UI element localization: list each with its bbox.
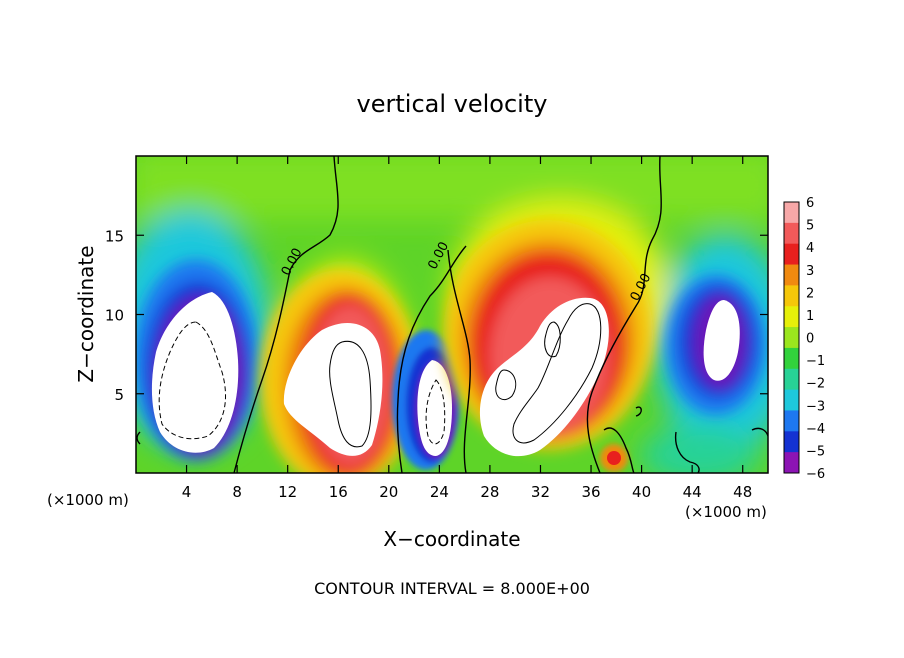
y-axis-label: Z−coordinate — [74, 245, 98, 382]
y-axis-ticks: 5 10 15 — [105, 227, 768, 404]
updraft-2-contour-inner — [544, 321, 561, 358]
colorbar-swatch — [784, 327, 799, 349]
upper-field-band — [136, 156, 768, 220]
zero-contour-4 — [447, 249, 471, 473]
left-dashed-contour — [158, 321, 226, 440]
colorbar-swatch — [784, 306, 799, 328]
zero-contour-3 — [586, 156, 662, 473]
colorbar-label: 3 — [806, 264, 814, 279]
left-downdraft-white-core — [151, 292, 239, 453]
colorbar-swatch — [784, 452, 799, 474]
x-tick-label: 8 — [232, 483, 242, 501]
colorbar-swatch — [784, 202, 799, 224]
x-units-right: (×1000 m) — [685, 503, 767, 521]
center-downdraft-white-core — [417, 360, 452, 456]
x-tick-label: 20 — [379, 483, 398, 501]
chart-title: vertical velocity — [357, 90, 548, 118]
updraft-2-contour-small — [495, 369, 517, 401]
contour-interval-text: CONTOUR INTERVAL = 8.000E+00 — [314, 579, 590, 598]
colorbar-swatch — [784, 431, 799, 453]
colorbar-label: 2 — [806, 286, 814, 301]
colorbar-label: 6 — [806, 196, 814, 211]
zero-contour-5 — [136, 431, 141, 445]
x-tick-label: 4 — [182, 483, 192, 501]
x-tick-label: 48 — [733, 483, 752, 501]
x-tick-label: 12 — [278, 483, 297, 501]
colorbar-label: 0 — [806, 332, 814, 347]
x-tick-label: 28 — [480, 483, 499, 501]
x-tick-label: 16 — [329, 483, 348, 501]
updraft-1-contour — [329, 340, 372, 448]
center-dashed-contour — [425, 379, 446, 445]
small-warm-core — [607, 451, 621, 465]
x-tick-label: 40 — [632, 483, 651, 501]
x-tick-label: 36 — [581, 483, 600, 501]
x-axis-label: X−coordinate — [383, 527, 520, 551]
colorbar: 6 5 4 3 2 1 0 −1 −2 −3 −4 −5 −6 — [783, 196, 825, 482]
right-downdraft-white-core — [703, 300, 740, 381]
y-tick-label: 10 — [105, 307, 124, 325]
colorbar-label: −1 — [806, 354, 825, 369]
colorbar-label: −5 — [806, 444, 825, 459]
bottom-cyan-band — [640, 425, 760, 473]
colorbar-swatch — [784, 243, 799, 266]
heatmap-field: 0.00 0.000.00 — [136, 156, 768, 473]
colorbar-swatch — [784, 410, 799, 432]
y-tick-label: 5 — [114, 386, 124, 404]
x-units-left: (×1000 m) — [47, 491, 129, 509]
zero-contour-7 — [674, 431, 700, 473]
colorbar-label: −3 — [806, 399, 825, 414]
updraft-2-white-core — [479, 297, 609, 457]
x-tick-label: 24 — [430, 483, 449, 501]
colorbar-swatch — [784, 222, 799, 245]
zero-contours — [136, 156, 768, 473]
x-axis-ticks: 4 8 12 16 20 24 28 32 36 40 44 48 — [182, 156, 752, 501]
updraft-2-contour-outer — [512, 303, 602, 444]
colorbar-swatch — [784, 368, 799, 391]
colorbar-label: −6 — [806, 467, 825, 482]
updraft-1-white-core — [283, 322, 383, 456]
x-tick-label: 32 — [531, 483, 550, 501]
colorbar-frame — [783, 201, 800, 474]
colorbar-label: 5 — [806, 219, 814, 234]
colorbar-swatch — [784, 347, 799, 370]
zero-contour-9 — [635, 406, 642, 417]
zero-contour-2 — [396, 245, 467, 473]
colorbar-label: −2 — [806, 377, 825, 392]
y-tick-label: 15 — [105, 227, 124, 245]
colorbar-swatch — [784, 285, 799, 307]
colorbar-label: 1 — [806, 309, 814, 324]
colorbar-swatch — [784, 264, 799, 286]
x-tick-label: 44 — [683, 483, 702, 501]
zero-contour-6 — [603, 427, 635, 473]
colorbar-label: −4 — [806, 422, 825, 437]
zero-contour-1 — [233, 156, 339, 473]
colorbar-swatch — [784, 389, 799, 411]
colorbar-label: 4 — [806, 241, 814, 256]
